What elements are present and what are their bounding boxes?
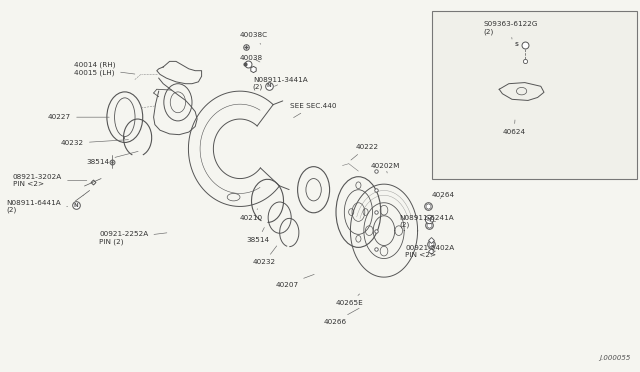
Text: SEE SEC.440: SEE SEC.440 [289,103,336,118]
Bar [432,11,637,179]
Text: 40232: 40232 [253,246,276,265]
Text: N08911-3441A
(2): N08911-3441A (2) [253,77,308,90]
Text: 38514: 38514 [246,228,269,243]
Text: N: N [426,217,431,222]
Text: 40222: 40222 [351,144,378,160]
Text: 40264: 40264 [431,192,454,199]
Text: 40624: 40624 [502,120,525,135]
Text: 40038C: 40038C [240,32,268,44]
Text: 40210: 40210 [240,209,263,221]
Text: 40014 (RH)
40015 (LH): 40014 (RH) 40015 (LH) [74,62,135,76]
Text: 08921-3202A
PIN <2>: 08921-3202A PIN <2> [13,174,87,187]
Text: 40202M: 40202M [371,163,400,173]
Text: 40207: 40207 [275,275,314,288]
Text: N: N [266,83,271,88]
Text: 40265E: 40265E [336,294,364,306]
Text: 40266: 40266 [323,308,359,325]
Text: 00921-5402A
PIN <2>: 00921-5402A PIN <2> [405,245,454,257]
Text: 40038: 40038 [240,55,263,62]
Text: S: S [515,42,519,47]
Text: N08911-6441A
(2): N08911-6441A (2) [6,200,68,213]
Text: 40232: 40232 [61,140,129,146]
Text: J.000055: J.000055 [599,355,630,361]
Text: 00921-2252A
PIN (2): 00921-2252A PIN (2) [99,231,167,245]
Text: N08911-6241A
(2): N08911-6241A (2) [399,215,454,228]
Text: 38514: 38514 [86,151,138,165]
Text: N: N [73,203,78,208]
Text: S09363-6122G
(2): S09363-6122G (2) [483,21,538,39]
Text: 40227: 40227 [48,114,109,120]
